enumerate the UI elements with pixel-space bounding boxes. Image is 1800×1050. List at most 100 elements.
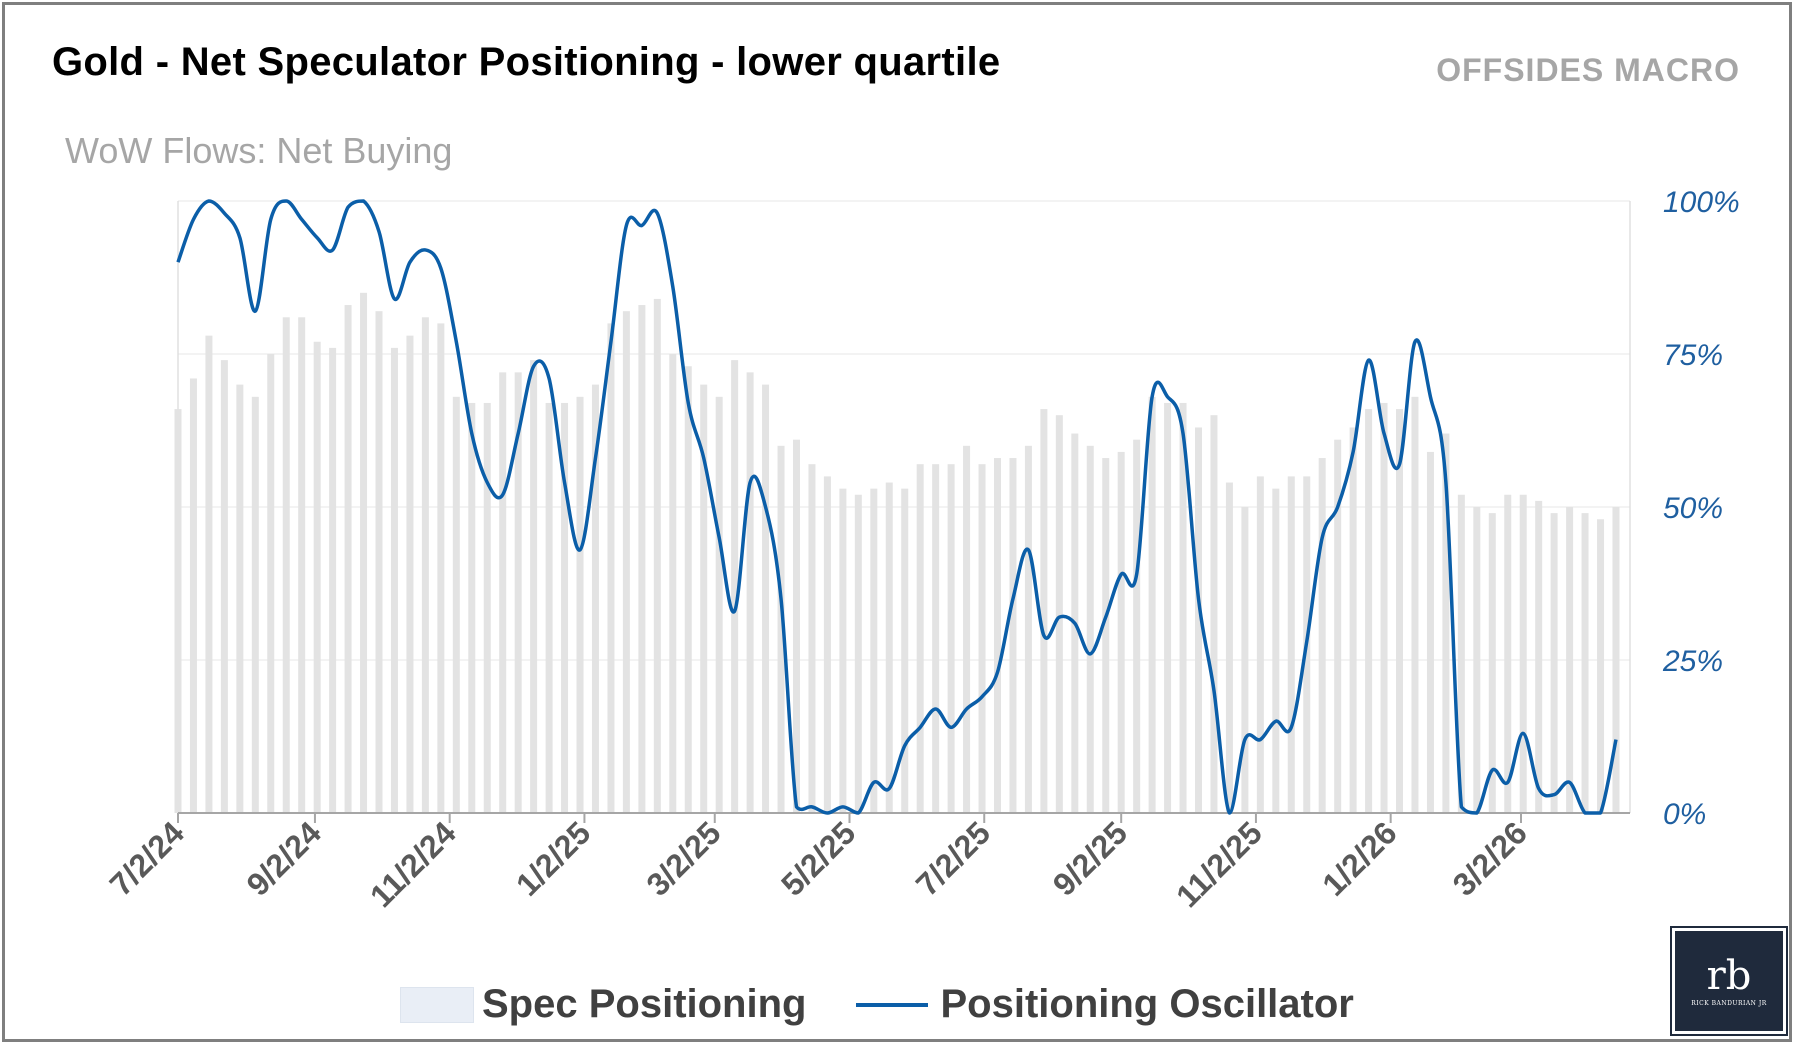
spec-positioning-bar: [375, 311, 383, 813]
y-tick-label: 25%: [1662, 645, 1723, 678]
spec-positioning-bar: [313, 341, 321, 813]
spec-positioning-bar: [1411, 396, 1419, 813]
spec-positioning-bar: [1473, 507, 1481, 813]
y-tick-label: 0%: [1663, 798, 1706, 831]
spec-positioning-bar: [344, 305, 352, 813]
spec-positioning-bar: [1457, 494, 1465, 813]
spec-positioning-bar: [1148, 396, 1156, 813]
spec-positioning-bar: [282, 317, 290, 813]
spec-positioning-bar: [514, 372, 522, 813]
spec-positioning-bar: [1581, 513, 1589, 813]
spec-positioning-bar: [561, 402, 569, 813]
spec-positioning-bar: [468, 402, 476, 813]
x-tick-label: 1/2/25: [509, 814, 597, 902]
legend-bars-label: Spec Positioning: [482, 982, 807, 1026]
spec-positioning-bar: [390, 347, 398, 813]
logo-caption: RICK BANDURIAN JR: [1691, 999, 1767, 1007]
spec-positioning-bar: [916, 464, 924, 813]
x-tick-label: 11/2/24: [363, 814, 463, 914]
spec-positioning-bar: [932, 464, 940, 813]
spec-positioning-bar: [653, 298, 661, 813]
spec-positioning-bar: [1009, 458, 1017, 813]
spec-positioning-bar: [607, 323, 615, 813]
spec-positioning-bar: [1426, 451, 1434, 813]
spec-positioning-bar: [715, 396, 723, 813]
spec-positioning-bar: [947, 464, 955, 813]
logo-text: rb: [1706, 952, 1752, 999]
spec-positioning-bar: [1550, 513, 1558, 813]
legend-line-swatch: [856, 1002, 929, 1007]
spec-positioning-bar: [1566, 507, 1574, 813]
chart-title: Gold - Net Speculator Positioning - lowe…: [52, 40, 1001, 84]
spec-positioning-bar: [963, 445, 971, 813]
spec-positioning-bar: [576, 396, 584, 813]
spec-positioning-bar: [437, 323, 445, 813]
spec-positioning-bar: [1504, 494, 1512, 813]
spec-positioning-bar: [1024, 445, 1032, 813]
spec-positioning-bar: [499, 372, 507, 813]
spec-positioning-bar: [1040, 409, 1048, 813]
spec-positioning-bar: [1225, 482, 1233, 813]
y-tick-label: 50%: [1663, 492, 1723, 525]
spec-positioning-bar: [1241, 507, 1249, 813]
spec-positioning-bar: [792, 439, 800, 813]
spec-positioning-bar: [1133, 439, 1141, 813]
x-tick-label: 7/2/25: [909, 814, 997, 902]
y-tick-label: 100%: [1663, 186, 1740, 219]
spec-positioning-bar: [236, 384, 244, 813]
spec-positioning-bar: [885, 482, 893, 813]
spec-positioning-bar: [978, 464, 986, 813]
spec-positioning-bar: [220, 360, 228, 813]
spec-positioning-bar: [901, 488, 909, 813]
spec-positioning-bar: [622, 311, 630, 813]
spec-positioning-bar: [808, 464, 816, 813]
x-tick-label: 11/2/25: [1169, 814, 1269, 914]
spec-positioning-bar: [1597, 519, 1605, 813]
spec-positioning-bar: [251, 396, 259, 813]
spec-positioning-bar: [1117, 451, 1125, 813]
spec-positioning-bar: [700, 384, 708, 813]
spec-positioning-bar: [1055, 415, 1063, 813]
spec-positioning-bar: [854, 494, 862, 813]
spec-positioning-bar: [870, 488, 878, 813]
spec-positioning-bar: [1272, 488, 1280, 813]
spec-positioning-bar: [1612, 507, 1620, 813]
spec-positioning-bar: [1210, 415, 1218, 813]
spec-positioning-bar: [777, 445, 785, 813]
spec-positioning-bar: [1164, 402, 1172, 813]
spec-positioning-bar: [205, 335, 213, 813]
x-tick-label: 5/2/25: [774, 814, 862, 902]
x-tick-label: 9/2/25: [1046, 814, 1134, 902]
spec-positioning-bar: [591, 384, 599, 813]
spec-positioning-bar: [360, 292, 368, 813]
legend: Spec Positioning Positioning Oscillator: [400, 982, 1354, 1027]
brand-label: OFFSIDES MACRO: [1436, 52, 1740, 88]
legend-line-label: Positioning Oscillator: [940, 982, 1354, 1026]
spec-positioning-bar: [1396, 409, 1404, 813]
spec-positioning-bar: [1519, 494, 1527, 813]
spec-positioning-bar: [1535, 500, 1543, 813]
rb-logo: rb RICK BANDURIAN JR: [1670, 926, 1788, 1036]
spec-positioning-bar: [1287, 476, 1295, 813]
spec-positioning-bar: [1318, 458, 1326, 813]
spec-positioning-bar: [1179, 402, 1187, 813]
spec-positioning-bar: [545, 402, 553, 813]
spec-positioning-bar: [1380, 402, 1388, 813]
spec-positioning-bar: [1086, 445, 1094, 813]
spec-positioning-bar: [174, 409, 182, 813]
spec-positioning-bar: [1195, 427, 1203, 813]
legend-bars-swatch: [400, 986, 474, 1023]
spec-positioning-bar: [684, 366, 692, 813]
spec-positioning-bar: [329, 347, 337, 813]
spec-positioning-bar: [993, 458, 1001, 813]
spec-positioning-bar: [731, 360, 739, 813]
spec-positioning-bar: [839, 488, 847, 813]
y-tick-label: 75%: [1663, 339, 1723, 372]
spec-positioning-bar: [823, 476, 831, 813]
spec-positioning-bar: [421, 317, 429, 813]
spec-positioning-bar: [267, 354, 275, 813]
spec-positioning-bar: [1365, 409, 1373, 813]
spec-positioning-bar: [1442, 433, 1450, 813]
